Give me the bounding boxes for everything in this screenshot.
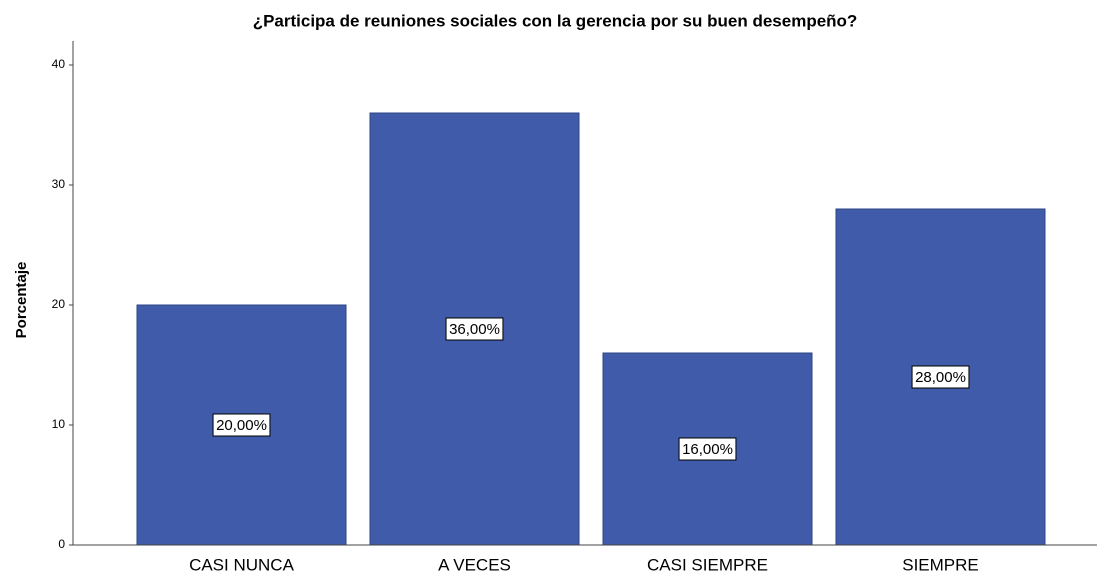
- value-label-box: [445, 317, 504, 341]
- x-tick-label: SIEMPRE: [902, 555, 979, 574]
- value-label-box: [212, 413, 271, 437]
- y-tick-label: 10: [52, 417, 66, 431]
- y-tick-label: 30: [52, 177, 66, 191]
- value-label: 20,00%: [216, 417, 267, 434]
- y-tick-label: 20: [52, 297, 66, 311]
- value-label: 36,00%: [449, 321, 500, 338]
- x-tick-label: A VECES: [438, 555, 511, 574]
- value-label: 28,00%: [915, 369, 966, 386]
- value-label: 16,00%: [682, 441, 733, 458]
- chart-title: ¿Participa de reuniones sociales con la …: [253, 11, 858, 30]
- y-tick-label: 40: [52, 57, 66, 71]
- x-tick-label: CASI NUNCA: [189, 555, 295, 574]
- value-label-box: [678, 437, 737, 461]
- y-tick-label: 0: [58, 537, 65, 551]
- x-tick-label: CASI SIEMPRE: [647, 555, 768, 574]
- bar: [602, 352, 813, 546]
- y-axis-label: Porcentaje: [13, 262, 30, 339]
- value-label-box: [911, 365, 970, 389]
